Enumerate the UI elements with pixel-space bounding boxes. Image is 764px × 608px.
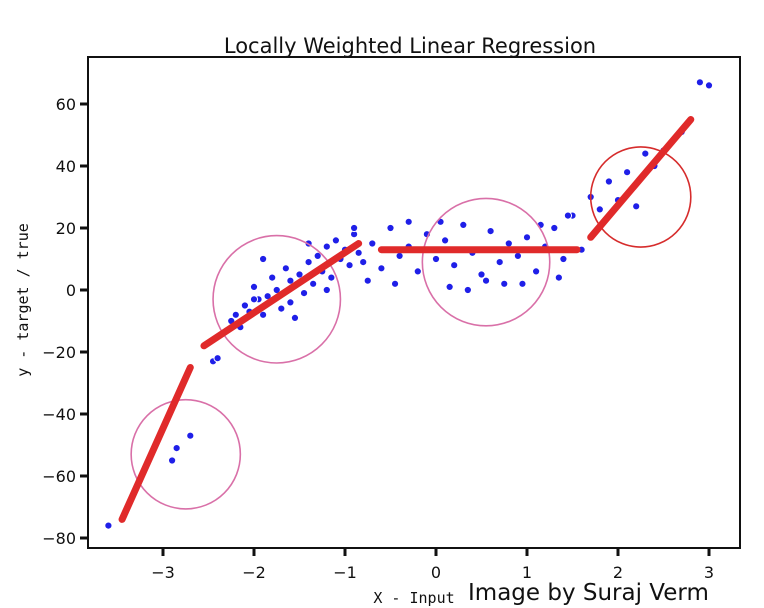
data-point bbox=[386, 223, 395, 233]
data-point bbox=[481, 276, 491, 285]
data-point bbox=[259, 310, 268, 319]
data-point bbox=[413, 267, 422, 276]
data-point bbox=[259, 254, 268, 264]
chart-title: Locally Weighted Linear Regression bbox=[224, 34, 596, 58]
y-axis-label: y - target / true bbox=[14, 223, 32, 377]
data-point bbox=[363, 276, 372, 285]
data-point bbox=[359, 258, 368, 267]
scatter-points bbox=[104, 78, 714, 530]
data-point bbox=[368, 239, 377, 248]
data-point bbox=[522, 233, 532, 242]
data-point bbox=[459, 220, 468, 229]
data-point bbox=[554, 273, 563, 282]
x-tick-label: 0 bbox=[431, 563, 441, 582]
y-axis: −80 −60 −40 −20 0 20 40 60 bbox=[42, 95, 88, 548]
data-point bbox=[277, 304, 286, 313]
data-point bbox=[463, 285, 472, 295]
data-point bbox=[495, 258, 504, 267]
data-point bbox=[240, 301, 249, 310]
data-point bbox=[518, 279, 527, 288]
y-tick-label: 40 bbox=[56, 157, 76, 176]
data-point bbox=[641, 149, 650, 158]
data-point bbox=[486, 227, 495, 236]
data-point bbox=[532, 267, 541, 276]
x-tick-label: 1 bbox=[522, 563, 532, 582]
data-point bbox=[281, 264, 290, 273]
data-point bbox=[295, 270, 304, 279]
data-point bbox=[249, 295, 259, 304]
data-point bbox=[550, 223, 559, 233]
data-point bbox=[322, 242, 331, 251]
data-point bbox=[450, 261, 459, 270]
data-point bbox=[563, 211, 573, 220]
x-tick-label: 3 bbox=[704, 563, 714, 582]
highlight-circle bbox=[212, 234, 342, 364]
data-point bbox=[704, 81, 714, 90]
y-tick-label: −80 bbox=[42, 529, 76, 548]
data-point bbox=[604, 177, 614, 186]
data-point bbox=[350, 223, 359, 233]
y-tick-label: 20 bbox=[56, 219, 76, 238]
x-axis-label: X - Input bbox=[373, 589, 454, 607]
data-point bbox=[304, 258, 313, 267]
fit-line bbox=[200, 240, 363, 350]
x-axis: −3 −2 −1 0 1 2 3 bbox=[151, 548, 714, 582]
y-tick-label: −60 bbox=[42, 467, 76, 486]
data-point bbox=[331, 236, 340, 245]
fit-line bbox=[118, 364, 194, 523]
data-point bbox=[559, 254, 568, 264]
x-tick-label: −1 bbox=[333, 563, 357, 582]
data-point bbox=[354, 248, 363, 257]
data-point bbox=[299, 289, 309, 298]
data-point bbox=[268, 273, 277, 282]
data-point bbox=[395, 251, 404, 260]
highlight-circle bbox=[130, 398, 242, 510]
data-point bbox=[431, 254, 441, 264]
x-tick-label: −2 bbox=[242, 563, 266, 582]
plot-frame bbox=[87, 56, 741, 549]
data-point bbox=[404, 217, 413, 226]
data-point bbox=[623, 168, 632, 177]
y-tick-label: 0 bbox=[66, 281, 76, 300]
y-tick-label: 60 bbox=[56, 95, 76, 114]
data-point bbox=[513, 251, 523, 260]
image-credit: Image by Suraj Verm bbox=[468, 580, 709, 606]
data-point bbox=[377, 264, 386, 273]
data-point bbox=[322, 285, 331, 295]
x-tick-label: −3 bbox=[151, 563, 175, 582]
data-point bbox=[345, 261, 354, 270]
highlight-circle bbox=[589, 146, 692, 248]
data-point bbox=[441, 236, 450, 245]
y-tick-label: −40 bbox=[42, 405, 76, 424]
data-point bbox=[632, 202, 641, 211]
data-point bbox=[168, 456, 177, 465]
data-point bbox=[695, 78, 705, 87]
data-point bbox=[390, 279, 400, 288]
y-tick-label: −20 bbox=[42, 343, 76, 362]
x-tick-label: 2 bbox=[613, 563, 623, 582]
highlight-circle bbox=[421, 197, 551, 327]
fit-line bbox=[587, 116, 695, 241]
data-point bbox=[327, 273, 336, 282]
data-point bbox=[213, 354, 222, 363]
data-point bbox=[249, 282, 259, 291]
data-point bbox=[504, 239, 513, 248]
data-point bbox=[500, 279, 509, 288]
data-point bbox=[313, 251, 322, 260]
data-point bbox=[186, 431, 195, 440]
data-point bbox=[290, 313, 300, 322]
data-point bbox=[309, 279, 318, 288]
data-point bbox=[595, 205, 604, 214]
data-point bbox=[445, 282, 454, 291]
fit-lines bbox=[118, 116, 695, 523]
data-point bbox=[286, 298, 295, 307]
data-point bbox=[172, 444, 181, 453]
highlight-circles bbox=[130, 146, 692, 510]
data-point bbox=[477, 270, 486, 279]
data-point bbox=[286, 276, 295, 285]
data-point bbox=[104, 521, 113, 530]
data-point bbox=[231, 310, 240, 319]
